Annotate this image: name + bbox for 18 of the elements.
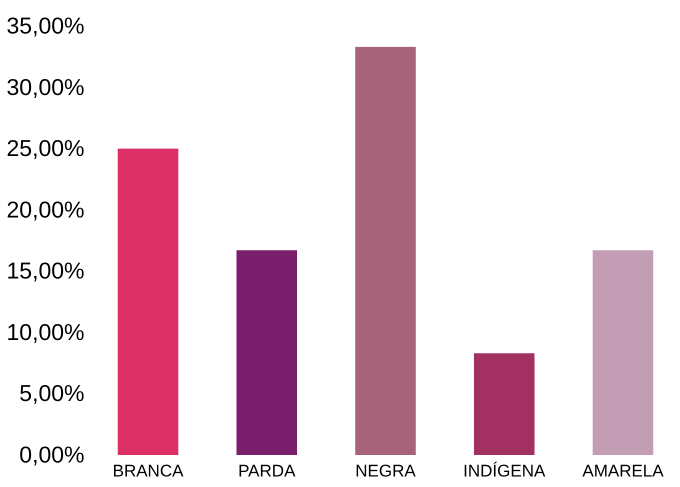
y-tick-label: 10,00%: [6, 318, 84, 345]
bar: [236, 250, 298, 455]
bar: [118, 148, 178, 455]
y-tick-label: 25,00%: [6, 135, 84, 162]
y-tick-label: 20,00%: [6, 196, 84, 222]
y-tick-label: 30,00%: [6, 74, 84, 100]
x-tick-label: AMARELA: [582, 462, 664, 480]
x-tick-label: BRANCA: [112, 462, 184, 480]
y-tick-label: 15,00%: [6, 258, 84, 284]
bar: [592, 250, 654, 455]
x-tick-label: PARDA: [238, 462, 296, 480]
x-tick-label: NEGRA: [355, 462, 416, 480]
y-tick-label: 5,00%: [19, 380, 84, 406]
bar: [474, 353, 535, 455]
y-tick-label: 35,00%: [6, 12, 84, 38]
y-tick-label: 0,00%: [19, 442, 84, 468]
bar: [355, 46, 416, 455]
x-tick-label: INDÍGENA: [463, 462, 546, 480]
